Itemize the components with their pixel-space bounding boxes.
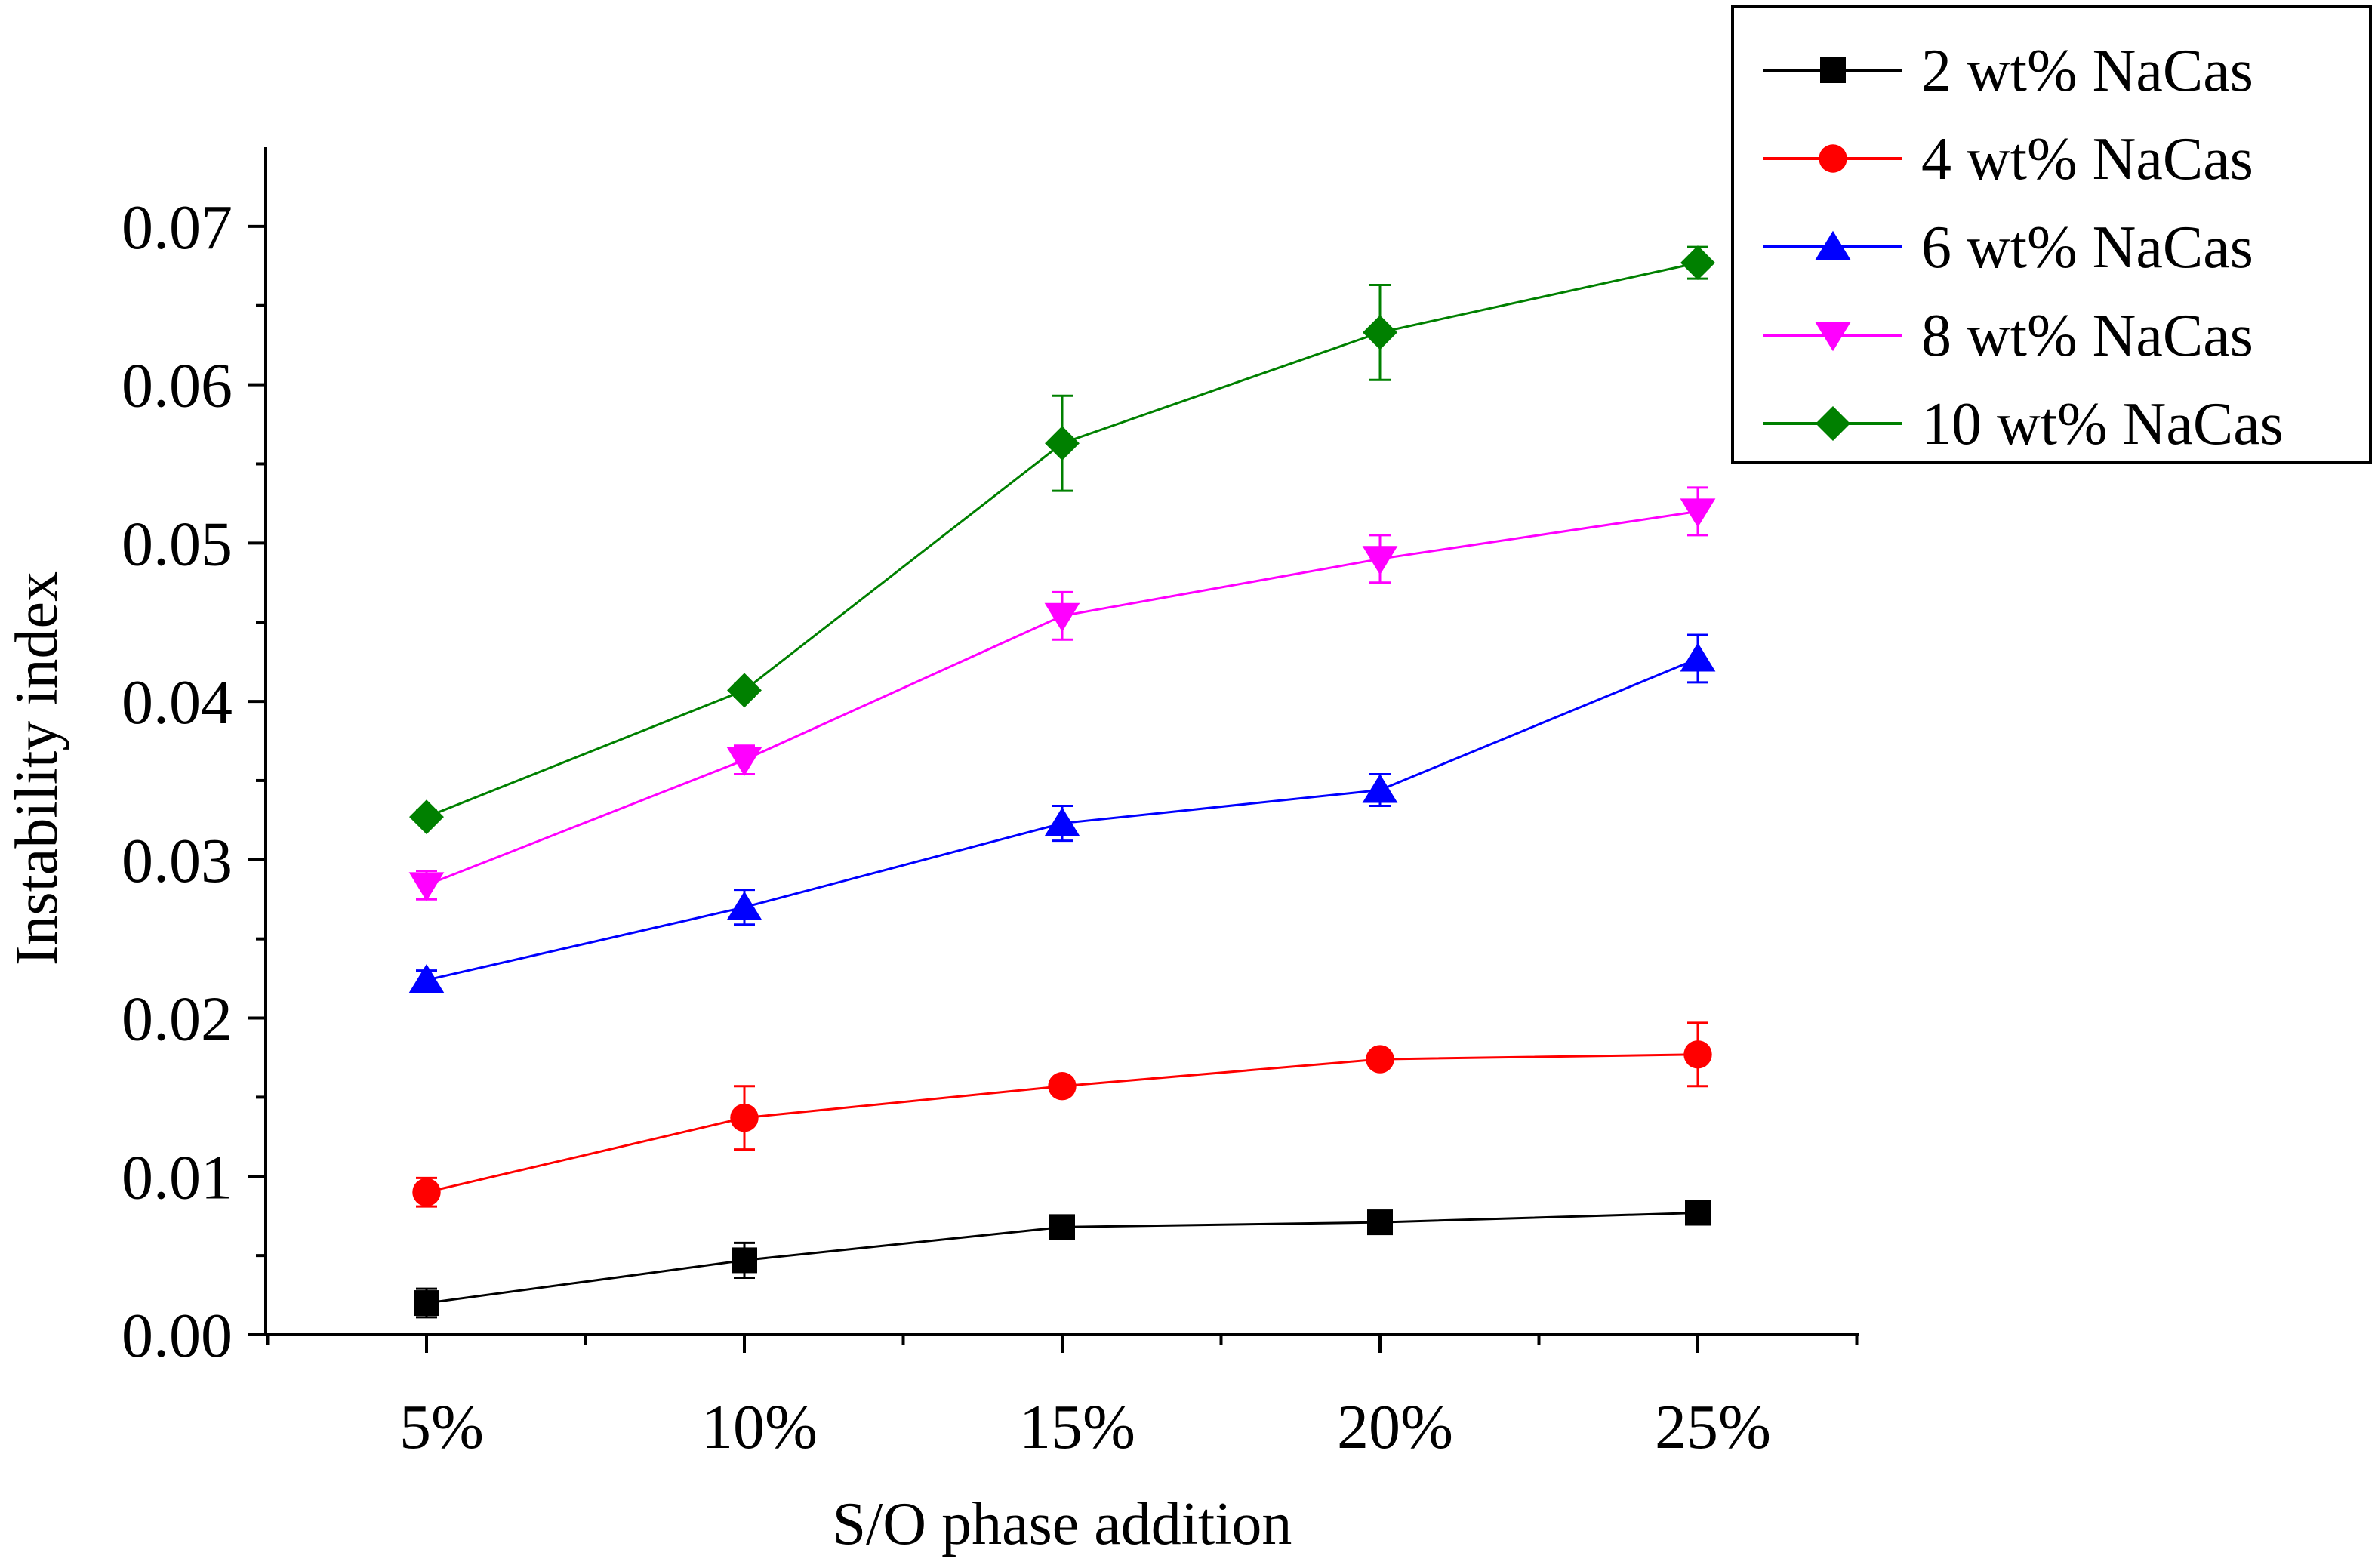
data-point [727, 673, 762, 708]
data-point [1363, 315, 1397, 350]
data-point [408, 872, 445, 901]
y-axis-title: Instability index [4, 571, 70, 966]
data-point [1362, 546, 1398, 575]
data-point [1049, 1214, 1075, 1240]
y-tick-label: 0.04 [122, 667, 233, 738]
data-point [1680, 642, 1716, 672]
legend-entry-4: 8 wt% NaCas [1763, 303, 2253, 369]
y-tick-label: 0.06 [122, 351, 233, 421]
legend-marker [1819, 144, 1847, 173]
data-point [408, 963, 445, 993]
legend-marker [1815, 322, 1851, 352]
legend-marker [1815, 230, 1851, 260]
legend-entry-1: 2 wt% NaCas [1763, 38, 2253, 104]
legend-marker [1816, 406, 1850, 441]
x-tick-label: 10% [701, 1392, 818, 1462]
data-point [1048, 1072, 1077, 1101]
data-point [730, 1103, 759, 1132]
legend-entry-2: 4 wt% NaCas [1763, 126, 2253, 193]
x-axis-title: S/O phase addition [833, 1491, 1292, 1557]
legend-marker [1820, 57, 1846, 83]
legend-label: 10 wt% NaCas [1921, 391, 2284, 457]
series-2 [412, 1021, 1712, 1208]
data-point [732, 1247, 757, 1274]
y-tick-label: 0.03 [122, 826, 233, 896]
legend-entry-5: 10 wt% NaCas [1763, 391, 2284, 457]
y-tick-label: 0.01 [122, 1142, 233, 1212]
data-point [412, 1178, 441, 1206]
legend-label: 4 wt% NaCas [1921, 126, 2253, 193]
data-point [726, 891, 762, 920]
legend-entry-3: 6 wt% NaCas [1763, 214, 2253, 281]
data-point [1680, 245, 1715, 281]
series-4 [408, 486, 1716, 901]
data-point [1044, 807, 1080, 836]
data-point [1683, 1040, 1712, 1069]
x-ticks: 5% 10% 15% 20% 25% [266, 1335, 1859, 1462]
data-point [1680, 498, 1716, 528]
series-5 [409, 245, 1715, 835]
x-tick-label: 25% [1655, 1392, 1771, 1462]
series-3 [408, 633, 1716, 993]
series-layer [408, 245, 1716, 1319]
data-point [1362, 774, 1398, 803]
series-1 [414, 1200, 1711, 1319]
x-tick-label: 5% [399, 1392, 484, 1462]
data-point [1685, 1200, 1711, 1226]
y-tick-label: 0.00 [122, 1301, 233, 1371]
data-point [1367, 1209, 1393, 1236]
data-point [1366, 1045, 1394, 1074]
y-tick-label: 0.02 [122, 984, 233, 1055]
data-point [726, 747, 762, 776]
legend: 2 wt% NaCas 4 wt% NaCas 6 wt% NaCas 8 wt% N… [1731, 5, 2372, 464]
data-point [409, 799, 444, 835]
data-point [1044, 602, 1080, 633]
legend-label: 6 wt% NaCas [1921, 214, 2253, 281]
x-tick-label: 15% [1019, 1392, 1135, 1462]
data-point [1045, 426, 1080, 461]
y-ticks: 0.00 0.01 0.02 0.03 0.04 0.05 0.06 0.07 [122, 193, 266, 1371]
y-tick-label: 0.07 [122, 193, 233, 263]
y-tick-label: 0.05 [122, 509, 233, 579]
legend-label: 2 wt% NaCas [1921, 38, 2253, 104]
x-tick-label: 20% [1337, 1392, 1453, 1462]
legend-label: 8 wt% NaCas [1921, 303, 2253, 369]
data-point [414, 1290, 439, 1317]
